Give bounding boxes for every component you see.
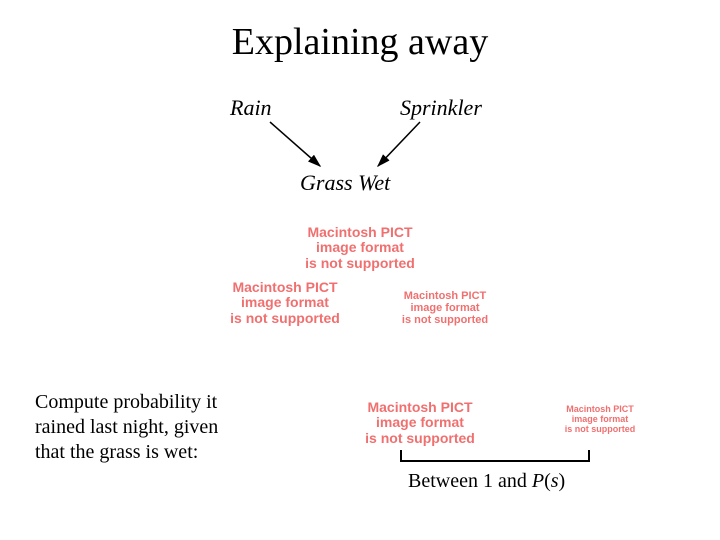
pict-error: Macintosh PICT image format is not suppo… [330, 400, 510, 446]
pict-error-line: is not supported [402, 314, 488, 326]
compute-text: Compute probability it rained last night… [35, 390, 218, 465]
pict-error-line: Macintosh PICT [307, 224, 412, 240]
pict-error-line: image format [241, 294, 329, 310]
compute-line: Compute probability it [35, 391, 217, 413]
bracket [400, 450, 590, 462]
pict-error-line: Macintosh PICT [404, 290, 487, 302]
edge-sprinkler-to-grass [378, 122, 420, 166]
pict-error-line: image format [316, 239, 404, 255]
pict-error: Macintosh PICT image format is not suppo… [370, 290, 520, 326]
compute-line: that the grass is wet: [35, 441, 198, 463]
pict-error-line: is not supported [565, 424, 636, 434]
pict-error-line: Macintosh PICT [566, 404, 634, 414]
pict-error: Macintosh PICT image format is not suppo… [270, 225, 450, 271]
pict-error-line: image format [376, 414, 464, 430]
pict-error-line: is not supported [230, 310, 340, 326]
between-paren-close: ) [559, 470, 566, 492]
compute-line: rained last night, given [35, 416, 218, 438]
pict-error-line: image format [410, 302, 479, 314]
node-rain: Rain [230, 95, 272, 121]
edge-rain-to-grass [270, 122, 320, 166]
between-paren-open: ( [544, 470, 551, 492]
between-prefix: Between 1 and [408, 470, 532, 492]
between-P: P [532, 470, 544, 492]
pict-error-line: Macintosh PICT [232, 279, 337, 295]
between-text: Between 1 and P(s) [408, 470, 565, 493]
pict-error: Macintosh PICT image format is not suppo… [195, 280, 375, 326]
slide-title: Explaining away [0, 20, 720, 64]
node-sprinkler: Sprinkler [400, 95, 482, 121]
pict-error-line: is not supported [305, 255, 415, 271]
between-s: s [551, 470, 559, 492]
pict-error-line: image format [572, 414, 629, 424]
pict-error-line: is not supported [365, 430, 475, 446]
pict-error-line: Macintosh PICT [367, 399, 472, 415]
pict-error: Macintosh PICT image format is not suppo… [540, 405, 660, 435]
node-grass-wet: Grass Wet [300, 170, 390, 196]
